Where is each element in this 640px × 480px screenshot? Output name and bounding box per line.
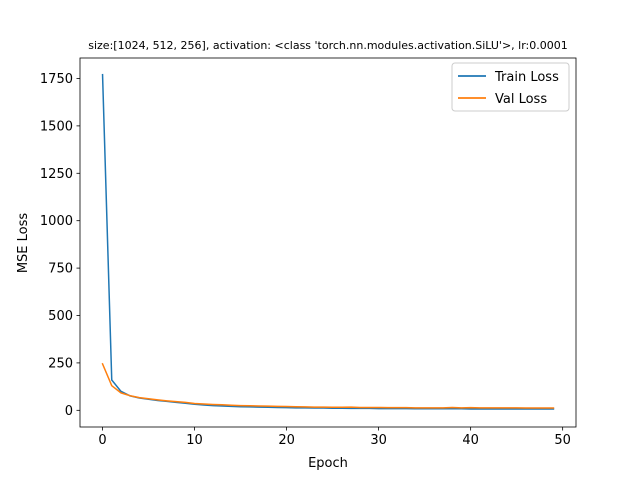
- x-tick-label: 30: [370, 433, 387, 448]
- y-tick-label: 250: [48, 356, 73, 371]
- y-tick-label: 1000: [40, 214, 73, 229]
- legend: Train Loss Val Loss: [451, 62, 570, 112]
- legend-label-train-loss: Train Loss: [494, 70, 559, 85]
- plot-frame: [79, 57, 577, 428]
- y-axis-label: MSE Loss: [16, 213, 31, 274]
- y-tick-label: 1750: [40, 72, 73, 87]
- legend-label-val-loss: Val Loss: [495, 92, 547, 107]
- x-tick-label: 10: [186, 433, 203, 448]
- series-line-train-loss: [101, 73, 555, 410]
- x-tick-label: 40: [462, 433, 479, 448]
- x-tick-label: 0: [98, 433, 106, 448]
- legend-box: [451, 62, 570, 112]
- series-line-val-loss: [101, 362, 555, 409]
- x-tick-label: 50: [554, 433, 571, 448]
- y-tick-label: 500: [48, 309, 73, 324]
- y-tick-label: 750: [48, 262, 73, 277]
- y-tick-label: 0: [65, 404, 73, 419]
- plot-lines: [101, 73, 555, 410]
- chart-title: size:[1024, 512, 256], activation: <clas…: [88, 39, 568, 52]
- y-tick-label: 1500: [40, 119, 73, 134]
- y-tick-label: 1250: [40, 167, 73, 182]
- x-axis-label: Epoch: [308, 456, 348, 471]
- x-tick-label: 20: [278, 433, 295, 448]
